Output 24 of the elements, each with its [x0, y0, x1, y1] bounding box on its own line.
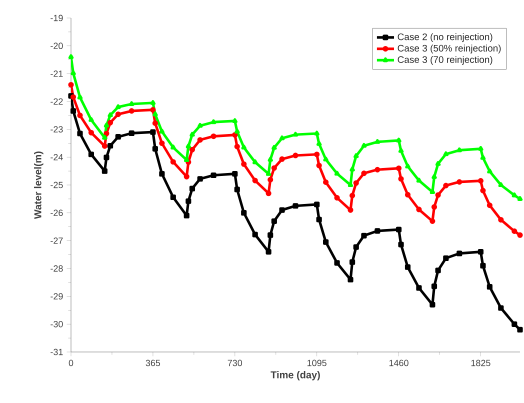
- y-tick-label: -21: [50, 70, 63, 77]
- legend-label: Case 2 (no reinjection): [398, 33, 492, 42]
- legend-label: Case 3 (70 reinjection): [398, 56, 492, 65]
- x-axis-title: Time (day): [270, 371, 320, 380]
- y-tick-label: -29: [50, 293, 63, 300]
- x-tick-label: 1825: [471, 360, 490, 366]
- y-tick-label: -26: [50, 210, 63, 216]
- y-tick-label: -23: [50, 126, 63, 133]
- y-tick-label: -30: [50, 320, 63, 328]
- x-tick-label: 730: [228, 360, 242, 366]
- legend-label: Case 3 (50% reinjection): [398, 44, 501, 54]
- y-tick-label: -19: [50, 14, 63, 22]
- y-tick-label: -24: [50, 154, 63, 160]
- y-tick-label: -31: [50, 348, 63, 356]
- x-tick-label: 0: [68, 360, 74, 366]
- y-axis-title: Water level(m): [34, 152, 44, 219]
- y-tick-label: -28: [50, 265, 63, 272]
- y-tick-label: -22: [50, 98, 63, 105]
- x-tick-label: 1460: [389, 360, 408, 366]
- x-tick-label: 1095: [308, 360, 326, 366]
- y-tick-label: -25: [50, 182, 63, 188]
- y-tick-label: -20: [50, 42, 63, 50]
- y-tick-label: -27: [50, 238, 63, 244]
- x-tick-label: 365: [146, 360, 160, 366]
